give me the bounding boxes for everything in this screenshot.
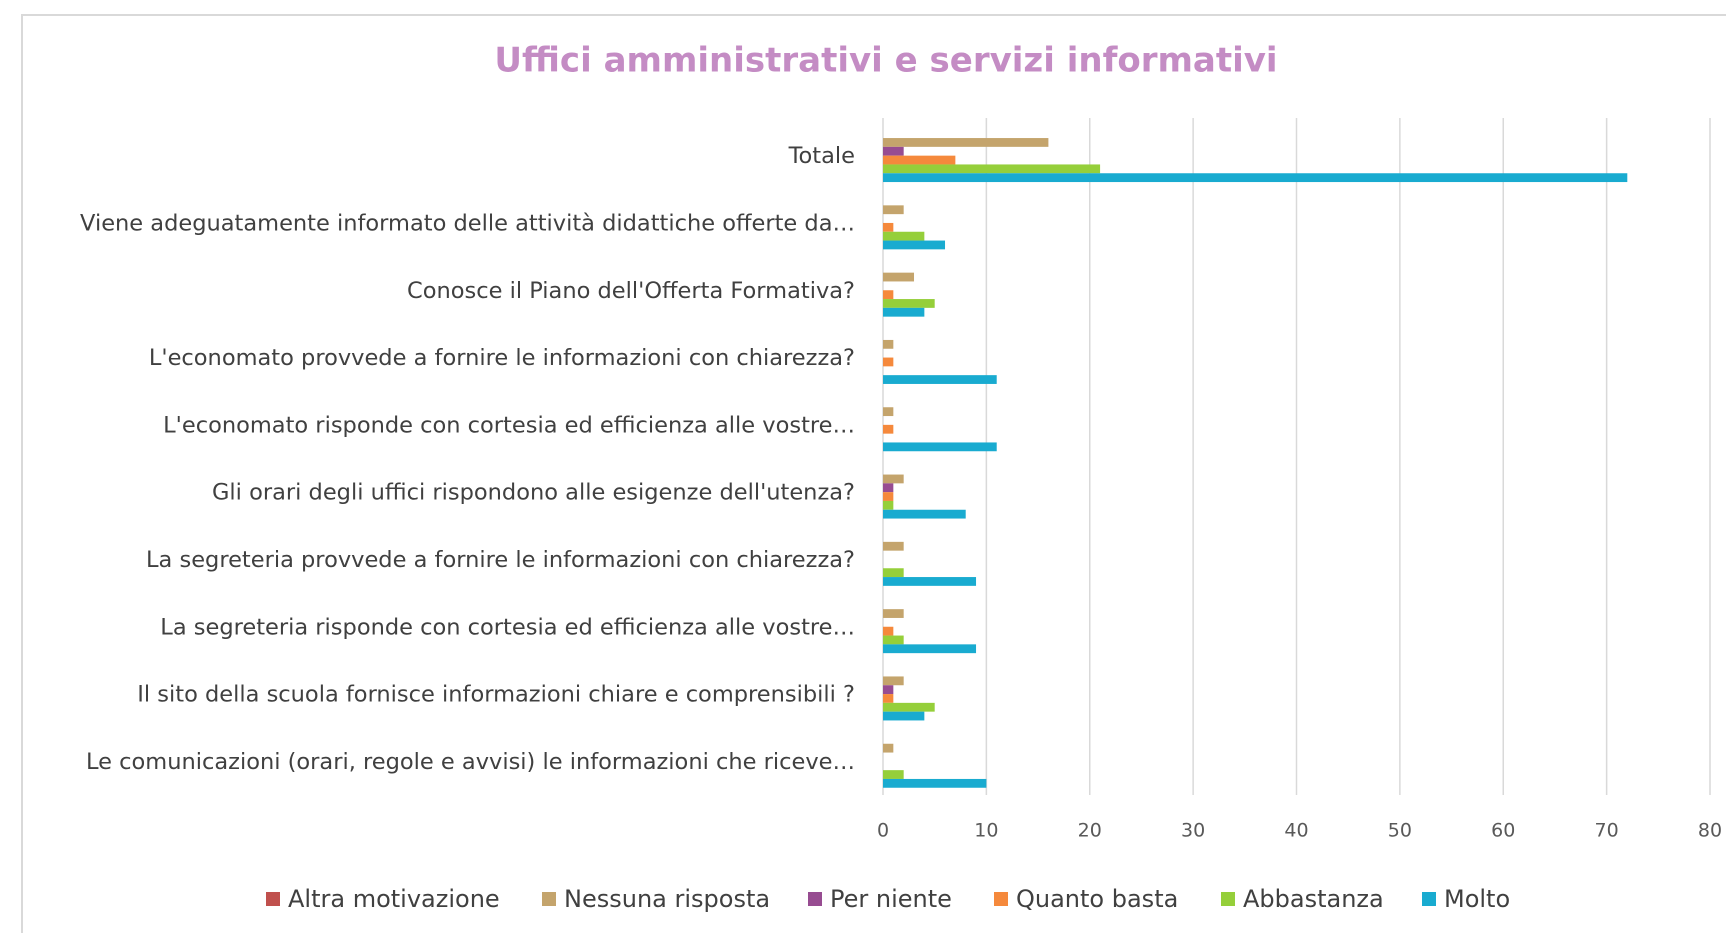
- bar: [883, 577, 977, 586]
- bar: [883, 474, 904, 484]
- y-tick-label: Viene adeguatamente informato delle atti…: [80, 210, 855, 236]
- y-tick-label: Gli orari degli uffici rispondono alle e…: [212, 480, 855, 506]
- x-tick-label: 80: [1698, 820, 1722, 842]
- bar: [883, 375, 997, 384]
- y-tick-label: L'economato risponde con cortesia ed eff…: [163, 412, 855, 438]
- bar: [883, 694, 894, 703]
- legend-swatch: [266, 892, 280, 906]
- bar: [883, 492, 894, 501]
- legend-label: Nessuna risposta: [564, 885, 770, 913]
- y-tick-label: L'economato provvede a fornire le inform…: [149, 345, 855, 371]
- bar: [883, 173, 1628, 183]
- bar: [883, 299, 935, 308]
- legend-swatch: [1422, 892, 1436, 906]
- x-tick-label: 40: [1284, 820, 1308, 842]
- bar: [883, 155, 956, 165]
- y-tick-label: Il sito della scuola fornisce informazio…: [137, 682, 855, 708]
- x-tick-label: 30: [1181, 820, 1205, 842]
- x-tick-label: 10: [974, 820, 998, 842]
- bar: [883, 307, 925, 317]
- legend-label: Altra motivazione: [288, 885, 500, 913]
- bar: [883, 272, 915, 282]
- bar: [883, 407, 894, 417]
- bar: [883, 357, 894, 367]
- legend-label: Abbastanza: [1243, 885, 1384, 913]
- x-tick-label: 50: [1388, 820, 1412, 842]
- bar: [883, 442, 997, 452]
- x-tick-label: 0: [877, 820, 889, 842]
- bar: [883, 146, 904, 156]
- bar: [883, 222, 894, 232]
- x-tick-label: 20: [1078, 820, 1102, 842]
- bar: [883, 164, 1101, 174]
- legend-label: Per niente: [830, 885, 952, 913]
- bar: [883, 644, 977, 654]
- legend-label: Quanto basta: [1016, 885, 1178, 913]
- bar: [883, 424, 894, 434]
- y-tick-label: Totale: [788, 143, 855, 169]
- x-tick-label: 70: [1595, 820, 1619, 842]
- legend-swatch: [808, 892, 822, 906]
- legend-swatch: [994, 892, 1008, 906]
- legend-swatch: [1221, 892, 1235, 906]
- bar: [883, 568, 904, 578]
- bar: [883, 743, 894, 753]
- bar: [883, 770, 904, 779]
- bar: [883, 676, 904, 686]
- bar: [883, 231, 925, 241]
- bar: [883, 541, 904, 551]
- bar: [883, 339, 894, 349]
- chart-title: Uffici amministrativi e servizi informat…: [494, 41, 1277, 81]
- y-tick-label: La segreteria provvede a fornire le info…: [146, 547, 855, 573]
- bar: [883, 702, 935, 712]
- bar: [883, 205, 904, 215]
- y-tick-label: Conosce il Piano dell'Offerta Formativa?: [407, 278, 855, 304]
- bar: [883, 635, 904, 645]
- legend-swatch: [542, 892, 556, 906]
- bar: [883, 500, 894, 510]
- bar: [883, 290, 894, 300]
- bar: [883, 778, 987, 788]
- bar: [883, 685, 894, 695]
- bar: [883, 711, 925, 721]
- y-tick-label: Le comunicazioni (orari, regole e avvisi…: [86, 749, 855, 775]
- legend-label: Molto: [1444, 885, 1510, 913]
- bar: [883, 509, 966, 519]
- bar: [883, 138, 1049, 147]
- bar: [883, 626, 894, 636]
- x-tick-label: 60: [1491, 820, 1515, 842]
- chart-border: [21, 14, 1726, 933]
- bar: [883, 240, 946, 250]
- y-tick-label: La segreteria risponde con cortesia ed e…: [160, 614, 855, 640]
- bar: [883, 609, 904, 618]
- bar: [883, 483, 894, 493]
